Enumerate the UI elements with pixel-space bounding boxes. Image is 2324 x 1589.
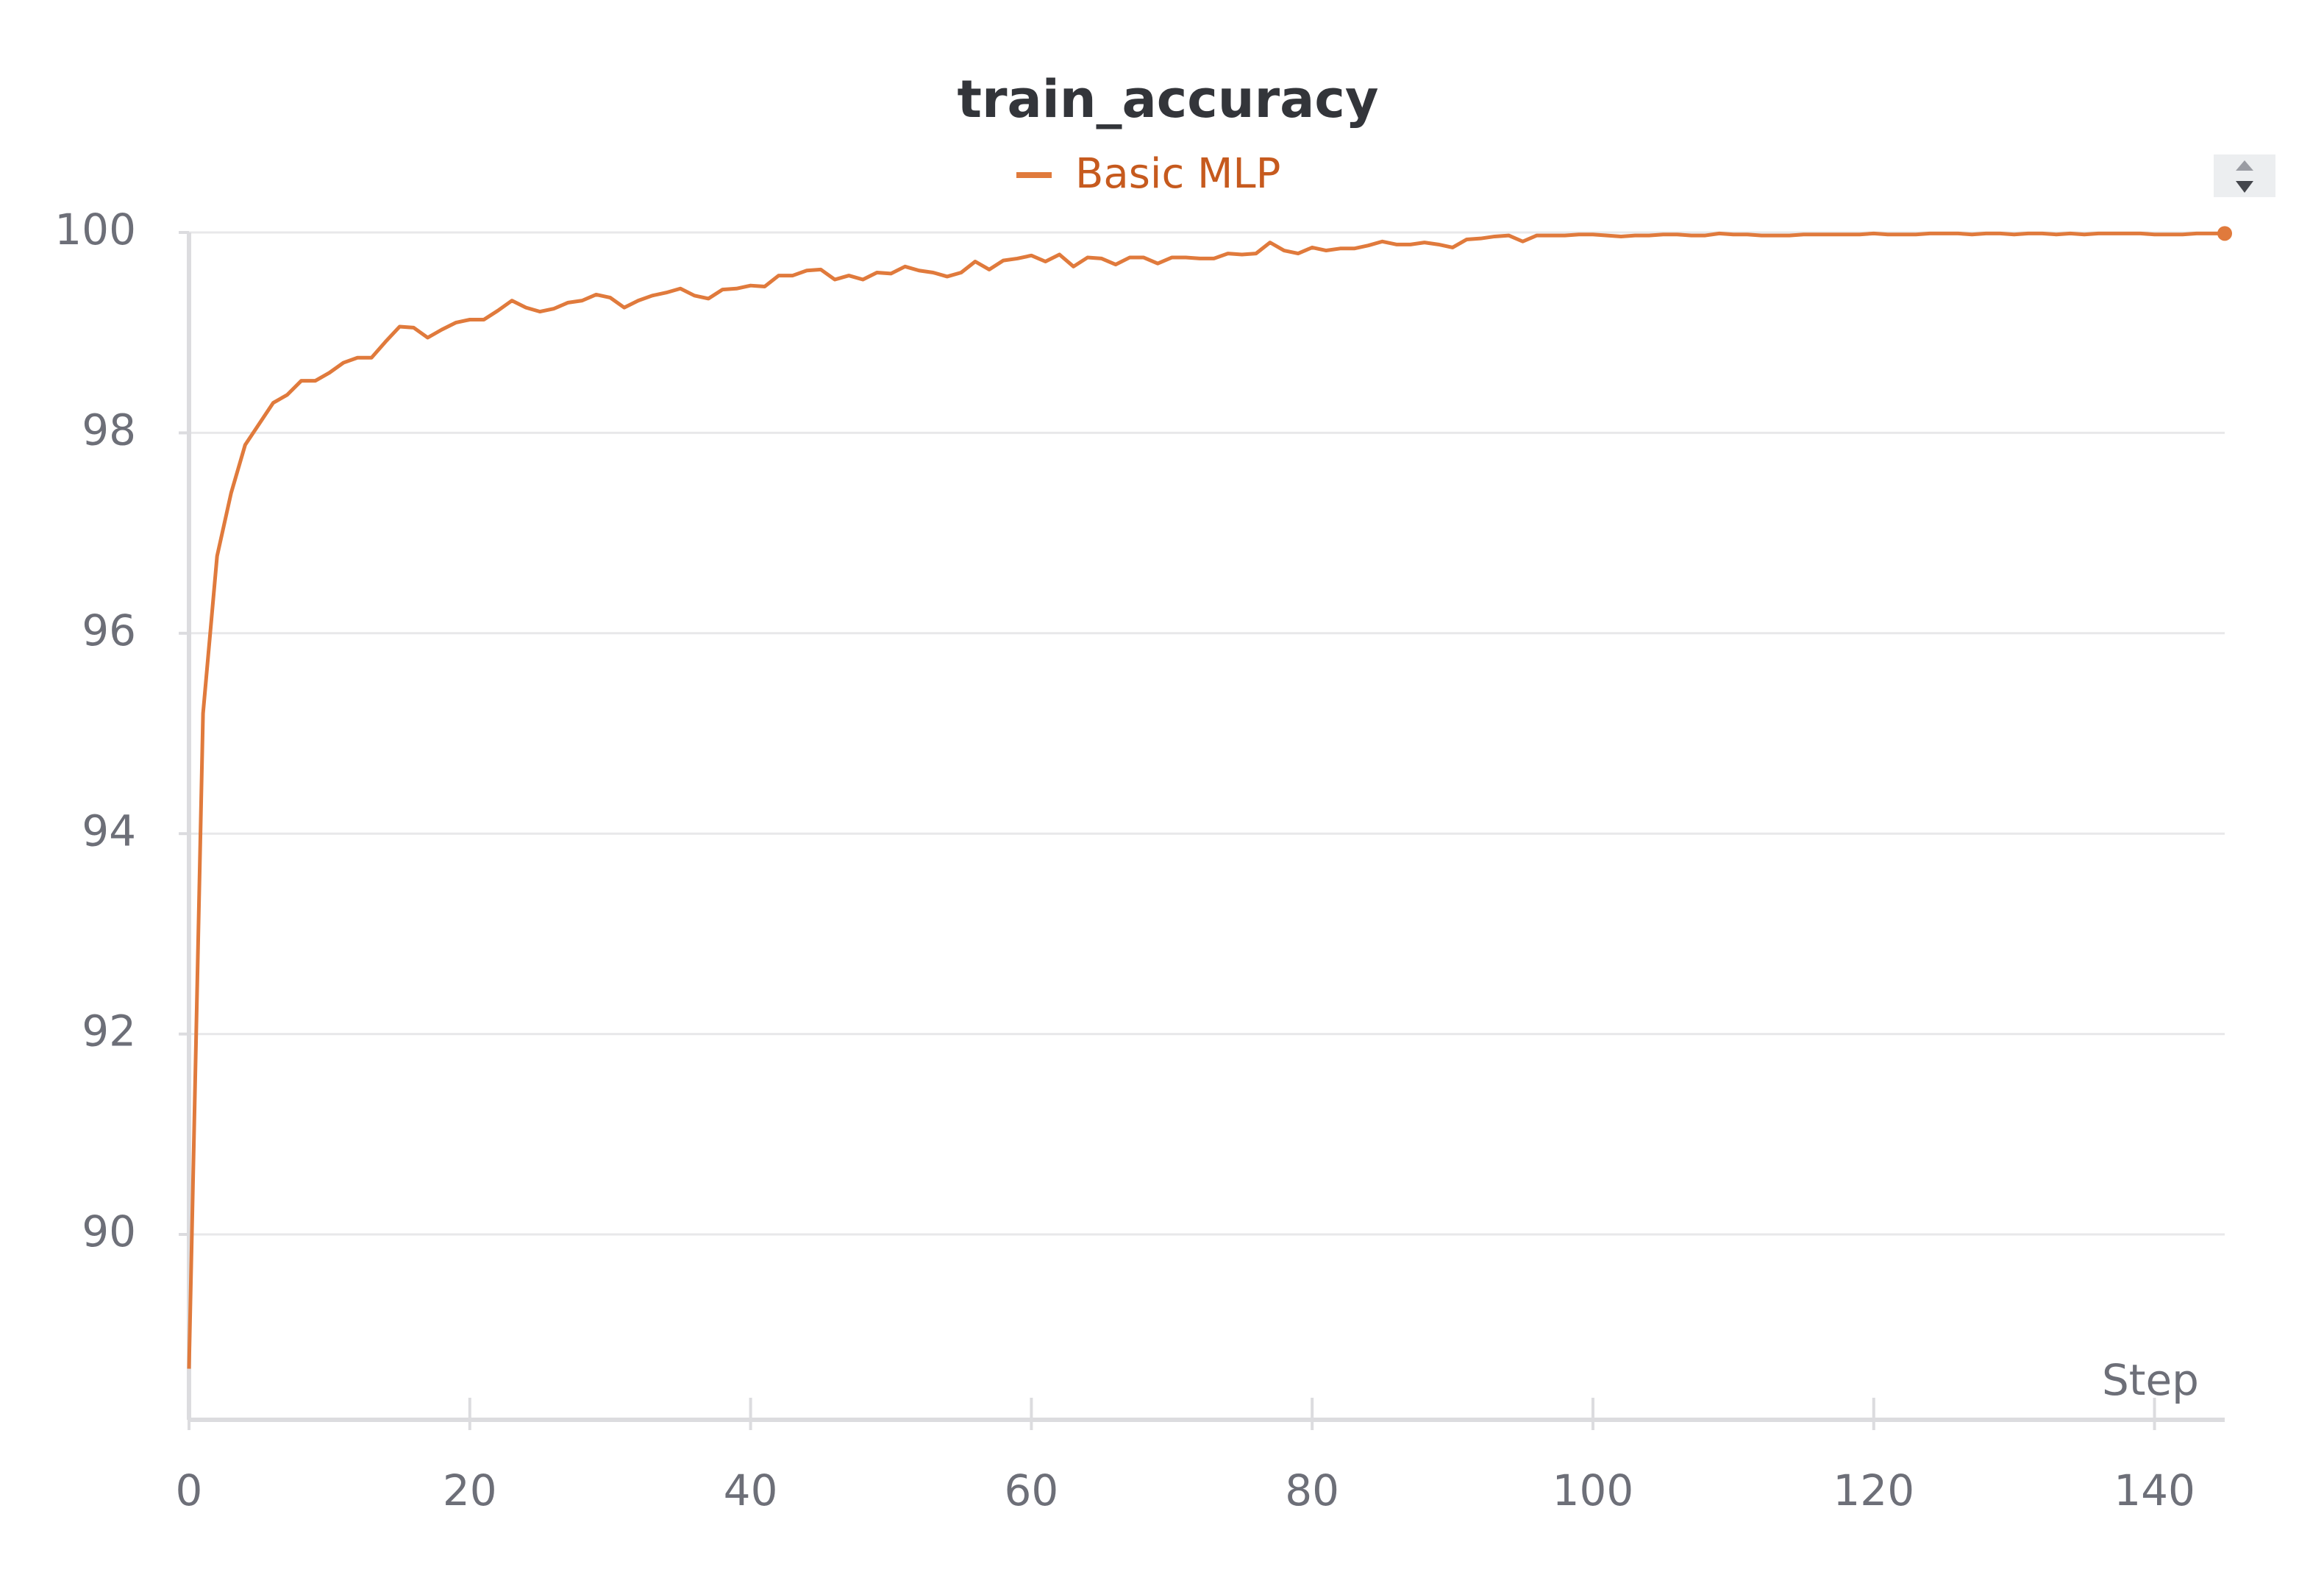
x-tick-label: 60 xyxy=(1004,1465,1058,1515)
y-tick-label: 90 xyxy=(82,1206,136,1256)
y-tick-label: 100 xyxy=(54,205,136,255)
y-tick-label: 98 xyxy=(82,405,136,455)
x-tick-label: 80 xyxy=(1285,1465,1339,1515)
x-tick-label: 120 xyxy=(1833,1465,1914,1515)
y-tick-label: 92 xyxy=(82,1006,136,1056)
down-arrow xyxy=(2236,181,2253,193)
x-tick-label: 0 xyxy=(176,1465,203,1515)
x-axis-label: Step xyxy=(2102,1355,2199,1405)
up-arrow xyxy=(2236,160,2253,171)
x-tick-label: 140 xyxy=(2114,1465,2195,1515)
data-line xyxy=(187,231,2225,1369)
scroll-control[interactable] xyxy=(2214,154,2275,197)
x-tick-label: 40 xyxy=(724,1465,778,1515)
x-tick-label: 20 xyxy=(443,1465,497,1515)
y-tick-label: 94 xyxy=(82,806,136,856)
end-point xyxy=(2217,226,2232,241)
legend-label: Basic MLP xyxy=(1075,150,1280,198)
x-tick-label: 100 xyxy=(1553,1465,1634,1515)
y-tick-label: 96 xyxy=(82,605,136,655)
chart-title: train_accuracy xyxy=(958,69,1379,129)
